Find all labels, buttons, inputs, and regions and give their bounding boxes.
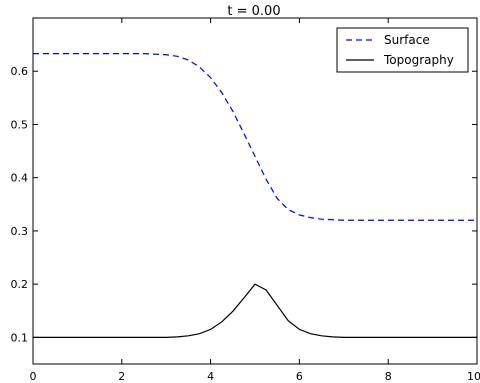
y-axis: 0.1 0.2 0.3 0.4 0.5 0.6: [11, 65, 477, 344]
chart-title: t = 0.00: [227, 4, 280, 19]
plot-lines: [33, 53, 477, 338]
y-tick-label: 0.4: [11, 172, 29, 185]
y-tick-label: 0.6: [11, 65, 29, 78]
x-tick-label: 0: [30, 370, 37, 383]
x-tick-label: 6: [296, 370, 303, 383]
legend: Surface Topography: [336, 27, 469, 73]
y-tick-label: 0.3: [11, 225, 29, 238]
y-tick-label: 0.5: [11, 118, 29, 131]
x-tick-label: 8: [385, 370, 392, 383]
legend-topography-label: Topography: [383, 53, 454, 67]
y-tick-label: 0.1: [11, 331, 29, 344]
x-tick-label: 4: [207, 370, 214, 383]
series-line-topography: [33, 283, 477, 338]
series-line-surface: [33, 53, 477, 221]
legend-surface-label: Surface: [384, 33, 430, 47]
legend-box: [336, 27, 469, 73]
x-axis: 0 2 4 6 8 10: [30, 18, 480, 383]
y-tick-label: 0.2: [11, 278, 29, 291]
x-tick-label: 10: [467, 370, 480, 383]
axes-frame: [32, 17, 478, 365]
x-tick-label: 2: [118, 370, 125, 383]
